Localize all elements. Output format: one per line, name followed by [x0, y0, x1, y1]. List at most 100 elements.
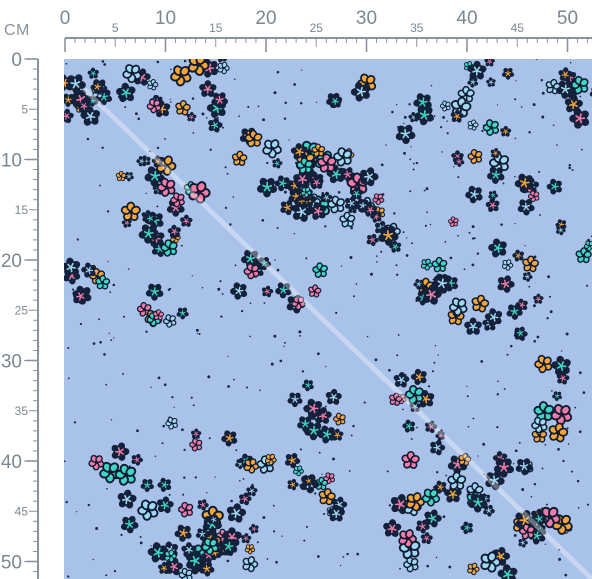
pattern-dot — [410, 438, 413, 440]
pattern-dot — [496, 393, 499, 396]
pattern-dot — [579, 95, 582, 98]
pattern-dot — [207, 375, 211, 379]
leopard-flower — [512, 249, 524, 262]
pattern-dot — [112, 283, 116, 287]
pattern-dot — [409, 190, 412, 193]
pattern-dot — [301, 69, 303, 71]
leopard-flower — [360, 167, 379, 187]
leopard-flower — [555, 225, 566, 236]
pattern-dot — [318, 451, 321, 454]
leopard-flower — [583, 240, 592, 252]
pattern-dot — [546, 503, 548, 506]
leopard-flower — [468, 493, 488, 513]
pattern-dot — [445, 474, 447, 477]
leopard-flower — [484, 308, 503, 326]
leopard-flower — [137, 499, 159, 521]
leopard-flower — [140, 478, 154, 493]
pattern-dot — [249, 335, 252, 338]
pattern-dot — [194, 476, 197, 479]
leopard-flower — [497, 275, 515, 293]
pattern-dot — [350, 226, 353, 230]
pattern-dot — [582, 391, 586, 394]
pattern-dot — [449, 256, 453, 260]
leopard-flower — [405, 492, 425, 512]
pattern-dot — [496, 104, 499, 106]
leopard-flower — [339, 211, 356, 228]
pattern-dot — [370, 272, 373, 276]
leopard-flower — [552, 391, 562, 401]
pattern-dot — [430, 84, 433, 87]
pattern-dot — [270, 362, 274, 366]
leopard-flower — [164, 549, 177, 563]
pattern-dot — [275, 560, 278, 564]
pattern-dot — [567, 443, 570, 445]
leopard-flower — [199, 80, 217, 97]
pattern-dot — [409, 158, 412, 161]
pattern-dot — [323, 512, 326, 516]
leopard-flower — [190, 428, 202, 439]
pattern-dot — [293, 232, 296, 235]
pattern-dot — [73, 421, 77, 424]
pattern-dot — [552, 124, 555, 126]
pattern-dot — [284, 101, 287, 105]
pattern-dot — [457, 176, 460, 179]
pattern-dot — [576, 479, 580, 483]
pattern-dot — [482, 442, 486, 446]
pattern-dot — [79, 322, 83, 326]
pattern-dot — [578, 430, 582, 434]
pattern-dot — [163, 383, 167, 387]
leopard-flower — [321, 191, 333, 204]
pattern-dot — [110, 419, 113, 421]
leopard-flower — [488, 190, 498, 201]
pattern-dot — [463, 268, 466, 271]
leopard-flower — [303, 475, 314, 487]
pattern-dot — [346, 552, 349, 556]
pattern-dot — [170, 68, 172, 71]
leopard-flower — [170, 192, 185, 208]
top-ruler-minor-label: 5 — [112, 21, 119, 35]
pattern-dot — [448, 565, 452, 569]
pattern-dot — [453, 166, 455, 168]
pattern-dot — [332, 457, 335, 461]
leopard-flower — [218, 59, 227, 63]
leopard-flower — [500, 125, 512, 137]
pattern-dot — [533, 482, 537, 486]
pattern-dot — [198, 332, 201, 336]
leopard-flower — [90, 80, 104, 94]
leopard-flower — [464, 317, 482, 335]
pattern-dot — [298, 330, 302, 334]
leopard-flower — [344, 196, 359, 211]
pattern-dot — [305, 257, 308, 260]
leopard-flower — [403, 556, 419, 573]
pattern-dot — [105, 383, 108, 386]
pattern-dot — [92, 558, 94, 561]
leopard-flower — [551, 514, 573, 535]
pattern-dot — [314, 492, 317, 495]
leopard-flower — [256, 177, 278, 198]
pattern-dot — [181, 428, 184, 432]
pattern-dot — [76, 238, 79, 241]
leopard-flower — [131, 453, 143, 466]
leopard-flower — [284, 452, 301, 469]
pattern-dot — [524, 244, 526, 247]
pattern-dot — [249, 302, 252, 305]
leopard-flower — [243, 458, 260, 474]
pattern-dot — [71, 288, 75, 291]
pattern-dot — [162, 424, 166, 428]
leopard-flower — [145, 283, 164, 301]
pattern-dot — [385, 144, 387, 146]
pattern-dot — [541, 91, 545, 95]
leopard-flower — [65, 74, 86, 95]
pattern-dot — [446, 120, 448, 123]
leopard-flower — [287, 478, 299, 491]
pattern-dot — [230, 499, 233, 503]
pattern-dot — [65, 62, 68, 65]
pattern-dot — [209, 148, 212, 151]
pattern-dot — [518, 441, 521, 444]
pattern-dot — [101, 60, 105, 63]
pattern-dot — [191, 97, 195, 100]
pattern-dot — [317, 555, 320, 558]
pattern-dot — [514, 98, 517, 101]
pattern-dot — [113, 337, 115, 339]
leopard-flower — [514, 173, 534, 193]
